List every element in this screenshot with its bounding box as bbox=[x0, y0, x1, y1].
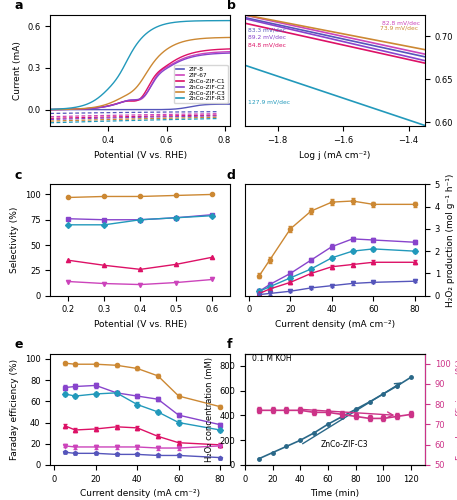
X-axis label: Current density (mA cm⁻²): Current density (mA cm⁻²) bbox=[275, 320, 395, 329]
Text: b: b bbox=[227, 0, 236, 12]
Text: ZnCo-ZIF-C3: ZnCo-ZIF-C3 bbox=[321, 440, 369, 449]
Text: d: d bbox=[227, 168, 236, 181]
Y-axis label: Faraday efficiency (%): Faraday efficiency (%) bbox=[456, 358, 457, 460]
X-axis label: Potential (V vs. RHE): Potential (V vs. RHE) bbox=[94, 320, 187, 329]
Y-axis label: H₂O₂ production (mol g⁻¹ h⁻¹): H₂O₂ production (mol g⁻¹ h⁻¹) bbox=[446, 174, 455, 306]
Text: a: a bbox=[14, 0, 23, 12]
Y-axis label: Faraday efficiency (%): Faraday efficiency (%) bbox=[10, 358, 19, 460]
Text: 127.9 mV/dec: 127.9 mV/dec bbox=[248, 100, 290, 105]
Text: c: c bbox=[14, 168, 21, 181]
Text: 84.8 mV/dec: 84.8 mV/dec bbox=[248, 42, 286, 48]
Text: 89.2 mV/dec: 89.2 mV/dec bbox=[248, 35, 286, 40]
X-axis label: Current density (mA cm⁻²): Current density (mA cm⁻²) bbox=[80, 490, 201, 498]
X-axis label: Potential (V vs. RHE): Potential (V vs. RHE) bbox=[94, 150, 187, 160]
Y-axis label: H₂O₂ concentration (mM): H₂O₂ concentration (mM) bbox=[205, 357, 214, 462]
Text: f: f bbox=[227, 338, 232, 351]
Text: 82.8 mV/dec: 82.8 mV/dec bbox=[383, 20, 420, 25]
Legend: ZIF-8, ZIF-67, ZnCo-ZIF-C1, ZnCo-ZIF-C2, ZnCo-ZIF-C3, ZnCo-ZIF-R3: ZIF-8, ZIF-67, ZnCo-ZIF-C1, ZnCo-ZIF-C2,… bbox=[174, 65, 228, 103]
X-axis label: Time (min): Time (min) bbox=[310, 490, 360, 498]
Y-axis label: Selectivity (%): Selectivity (%) bbox=[10, 207, 19, 273]
Text: 83.3 mV/dec: 83.3 mV/dec bbox=[248, 28, 286, 33]
Text: 0.1 M KOH: 0.1 M KOH bbox=[252, 354, 292, 363]
Text: 73.9 mV/dec: 73.9 mV/dec bbox=[380, 26, 419, 30]
Text: e: e bbox=[14, 338, 23, 351]
Y-axis label: Current (mA): Current (mA) bbox=[13, 42, 22, 100]
X-axis label: Log j (mA cm⁻²): Log j (mA cm⁻²) bbox=[299, 150, 371, 160]
